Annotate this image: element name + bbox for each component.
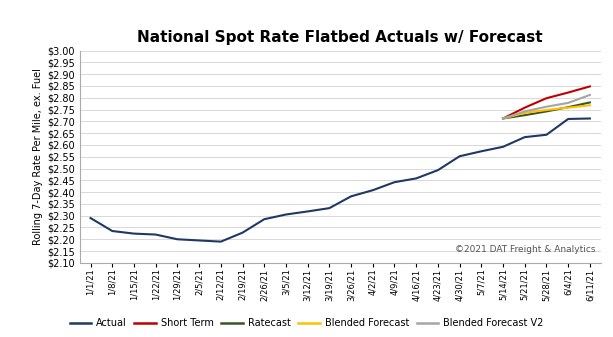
Title: National Spot Rate Flatbed Actuals w/ Forecast: National Spot Rate Flatbed Actuals w/ Fo… [137, 30, 543, 45]
Text: ©2021 DAT Freight & Analytics: ©2021 DAT Freight & Analytics [455, 245, 595, 254]
Y-axis label: Rolling 7-Day Rate Per Mile, ex. Fuel: Rolling 7-Day Rate Per Mile, ex. Fuel [32, 68, 43, 245]
Legend: Actual, Short Term, Ratecast, Blended Forecast, Blended Forecast V2: Actual, Short Term, Ratecast, Blended Fo… [66, 314, 547, 332]
